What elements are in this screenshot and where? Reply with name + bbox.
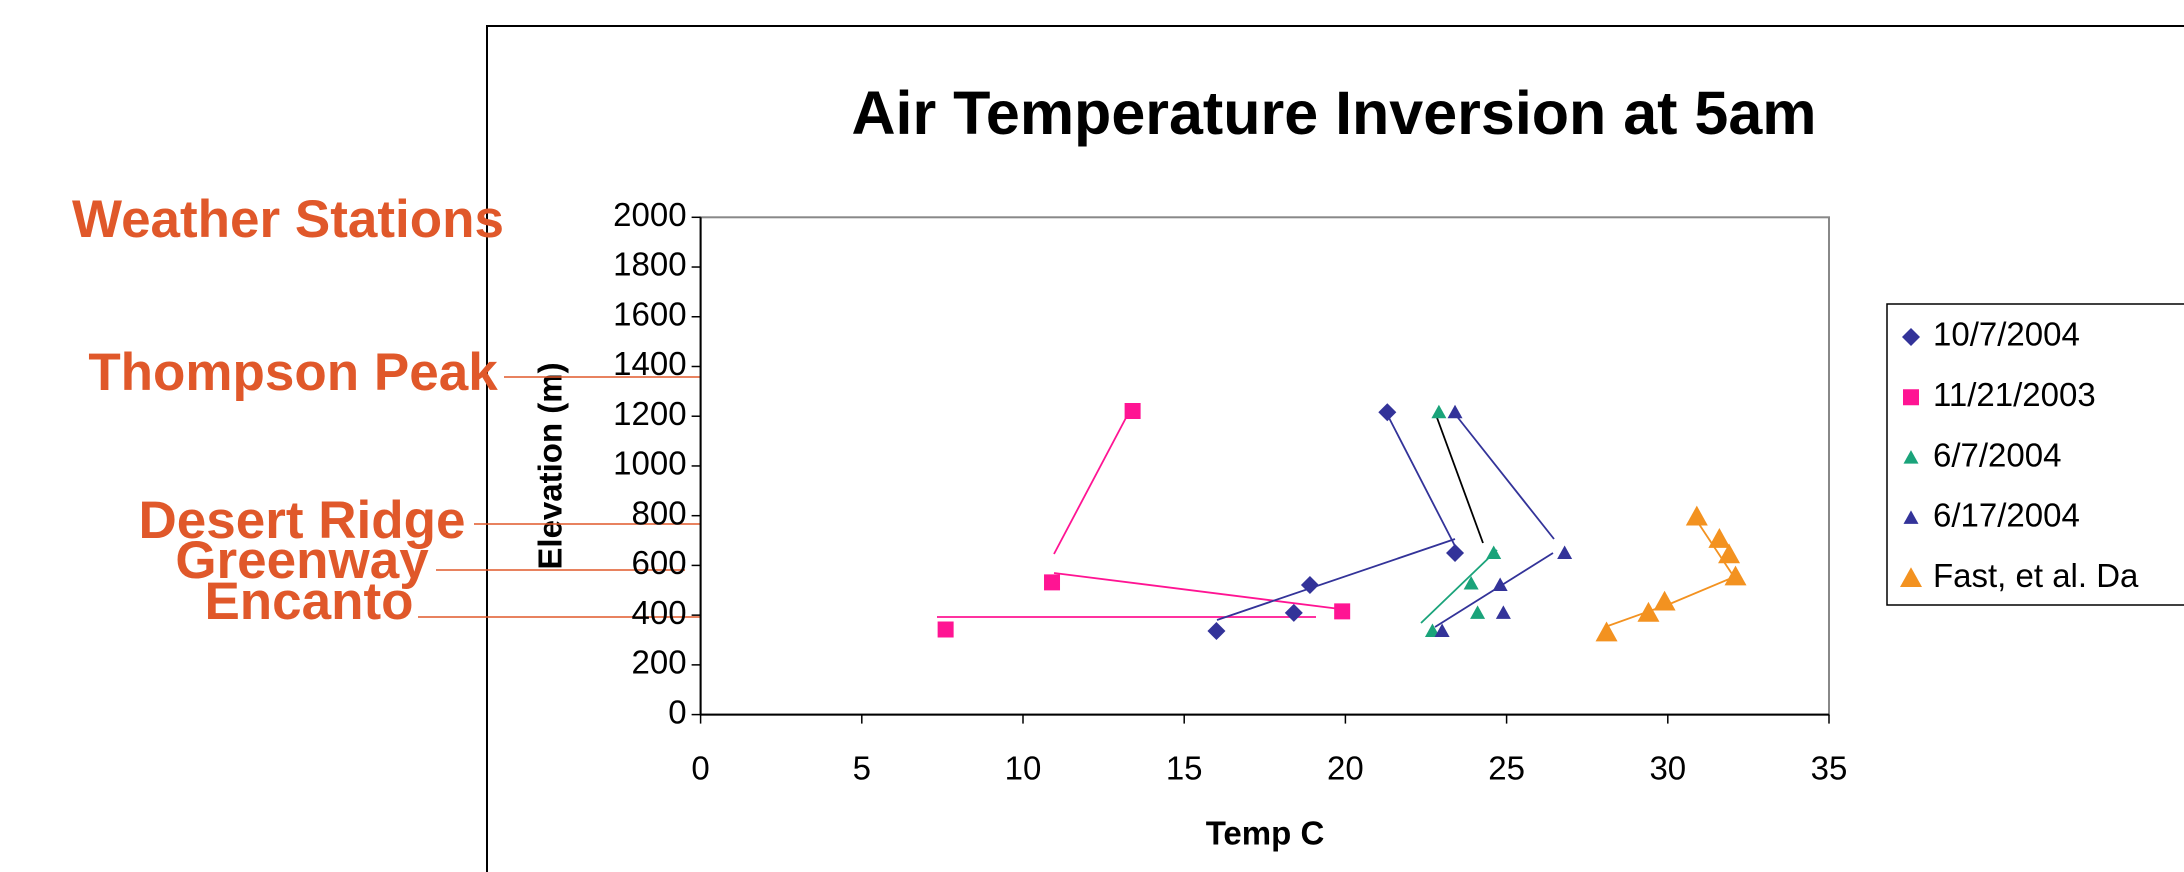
- legend-marker: [1903, 450, 1919, 464]
- data-point: [1334, 603, 1351, 620]
- data-point: [1447, 404, 1463, 419]
- data-point: [1434, 623, 1450, 638]
- y-tick-label: 1600: [613, 295, 686, 332]
- legend-label: 6/17/2004: [1933, 497, 2080, 534]
- x-tick-label: 5: [853, 749, 871, 786]
- x-axis-label: Temp C: [1206, 815, 1325, 852]
- x-tick-label: 20: [1327, 749, 1364, 786]
- y-tick-label: 200: [632, 644, 687, 681]
- legend-label: Fast, et al. Da: [1933, 557, 2139, 594]
- chart-title: Air Temperature Inversion at 5am: [851, 79, 1816, 147]
- legend-label: 6/7/2004: [1933, 436, 2061, 473]
- y-tick-label: 1200: [613, 395, 686, 432]
- data-point: [1708, 528, 1731, 548]
- drawn-line: [1420, 549, 1498, 624]
- data-point: [1378, 403, 1397, 422]
- legend-label: 11/21/2003: [1933, 376, 2096, 413]
- x-tick-label: 25: [1488, 749, 1525, 786]
- x-tick-label: 15: [1166, 749, 1203, 786]
- plot-area: [699, 216, 1830, 716]
- x-tick-label: 10: [1005, 749, 1042, 786]
- data-point: [1284, 603, 1303, 622]
- legend-marker: [1902, 328, 1920, 346]
- x-tick-label: 30: [1649, 749, 1686, 786]
- y-tick-label: 600: [632, 544, 687, 581]
- data-point: [1724, 565, 1747, 586]
- y-axis-label: Elevation (m): [532, 362, 569, 569]
- y-tick-label: 800: [632, 494, 687, 531]
- data-point: [1431, 404, 1447, 419]
- data-point: [1492, 577, 1508, 592]
- data-point: [1718, 543, 1741, 564]
- y-tick-label: 1000: [613, 445, 686, 482]
- annotation: Thompson Peak: [88, 343, 498, 402]
- data-point: [1557, 545, 1573, 559]
- y-tick-label: 1800: [613, 246, 686, 283]
- x-tick-label: 35: [1811, 749, 1848, 786]
- legend: [1886, 303, 2184, 606]
- data-point: [1044, 574, 1061, 591]
- legend-label: 10/7/2004: [1933, 316, 2080, 353]
- annotation: Desert Ridge: [139, 491, 466, 550]
- drawn-line: [1053, 572, 1341, 610]
- data-point: [1446, 543, 1465, 562]
- data-point: [1637, 601, 1660, 622]
- annotations: Weather Stations Thompson Peak Desert Ri…: [72, 190, 700, 631]
- y-tick-label: 400: [632, 594, 687, 631]
- annotation: Greenway: [175, 531, 429, 590]
- data-point: [1595, 621, 1618, 642]
- x-tick-label: 0: [691, 749, 709, 786]
- data-point: [1424, 623, 1440, 638]
- drawn-line: [1435, 414, 1484, 544]
- data-point: [937, 621, 954, 638]
- legend-marker: [1900, 567, 1922, 587]
- y-tick-label: 1400: [613, 345, 686, 382]
- y-tick-label: 2000: [613, 196, 686, 233]
- data-point: [1495, 605, 1511, 619]
- annotation: Weather Stations: [72, 190, 504, 249]
- data-point: [1685, 505, 1708, 526]
- data-point: [1300, 576, 1319, 595]
- data-point: [1207, 622, 1226, 641]
- drawn-line: [1216, 538, 1456, 621]
- y-tick-label: 0: [668, 693, 686, 730]
- data-point: [1653, 590, 1676, 611]
- data-point: [1463, 576, 1479, 590]
- drawn-line: [1053, 413, 1129, 555]
- data-point: [1124, 402, 1141, 419]
- annotation: Encanto: [204, 572, 413, 631]
- legend-marker: [1903, 389, 1919, 406]
- data-point: [1486, 545, 1502, 559]
- drawn-line: [1385, 411, 1456, 547]
- data-point: [1470, 605, 1486, 619]
- legend-marker: [1903, 510, 1919, 524]
- drawn-line: [1454, 413, 1555, 540]
